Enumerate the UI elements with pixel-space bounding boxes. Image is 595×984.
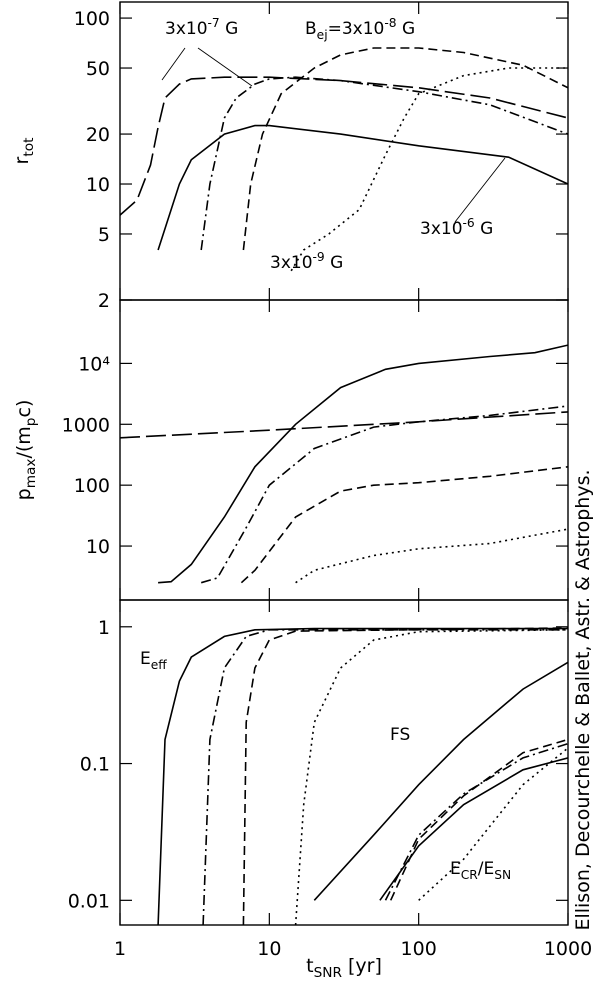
annotation-arrow — [161, 47, 186, 81]
curve — [200, 76, 568, 251]
y-tick-label: 2 — [98, 290, 110, 312]
text-part: /E — [478, 859, 494, 879]
annotation: Bej=3x10-8 G — [305, 16, 415, 42]
curve — [242, 627, 568, 925]
curve — [294, 629, 568, 925]
y-tick-label: 0.01 — [68, 890, 110, 912]
curve — [389, 738, 568, 901]
y-tick-label: 1000 — [62, 414, 110, 436]
curve — [157, 627, 568, 925]
text-part: /(m — [13, 426, 35, 458]
curve — [384, 742, 568, 901]
y-tick-label: 10⁴ — [78, 353, 110, 375]
plot-frame — [119, 299, 569, 601]
subscript: ej — [317, 28, 328, 42]
annotation-arrow — [454, 157, 506, 223]
x-tick-label: 1000 — [544, 938, 592, 960]
text-part: c) — [13, 400, 35, 418]
plot-frame — [119, 1, 569, 301]
y-tick-label: 100 — [74, 8, 110, 30]
annotation: 3x10-9 G — [270, 250, 343, 273]
text-part: G — [325, 253, 344, 273]
subscript: SN — [494, 868, 511, 882]
y-tick-label: 100 — [74, 475, 110, 497]
curve — [295, 528, 568, 584]
subscript: max — [23, 459, 39, 489]
y-tick-label: 20 — [86, 124, 110, 146]
credit: Ellison, Decourchelle & Ballet, Astr. & … — [572, 469, 594, 930]
curve — [157, 124, 568, 251]
curve — [200, 405, 568, 584]
x-tick-label: 1 — [114, 938, 126, 960]
text-part: r — [11, 156, 33, 164]
subscript: CR — [461, 868, 479, 882]
annotation: ECR/ESN — [450, 859, 511, 882]
annotation-arrow — [197, 47, 253, 87]
annotation: Eeff — [140, 649, 167, 672]
text-part: 3x10 — [270, 253, 313, 273]
annotation: 3x10-6 G — [420, 216, 493, 239]
x-tick-label: 100 — [401, 938, 437, 960]
annotation: 3x10-7 G — [165, 16, 238, 39]
text-part: E — [140, 649, 151, 669]
subscript: eff — [151, 658, 168, 672]
y-axis-label: rtot — [11, 137, 37, 165]
superscript: -9 — [313, 250, 325, 264]
superscript: -6 — [463, 216, 475, 230]
curve — [242, 47, 568, 251]
text-part: 3x10 — [165, 19, 208, 39]
subscript: tot — [21, 137, 37, 157]
y-axis-label: pmax/(mpc) — [13, 400, 39, 501]
text-part: B — [305, 19, 317, 39]
text-part: G — [397, 19, 416, 39]
text-part: p — [13, 488, 35, 500]
y-tick-label: 50 — [86, 58, 110, 80]
plot-frame — [119, 599, 569, 926]
y-tick-label: 10 — [86, 536, 110, 558]
curve — [120, 76, 568, 216]
text-part: [yr] — [342, 955, 382, 977]
y-tick-label: 0.1 — [80, 754, 110, 776]
subscript: SNR — [314, 965, 343, 981]
text-part: E — [450, 859, 461, 879]
text-part: t — [306, 955, 313, 977]
curve — [379, 757, 568, 901]
x-axis-label: tSNR [yr] — [306, 955, 382, 981]
text-part: 3x10 — [420, 219, 463, 239]
y-tick-label: 5 — [98, 224, 110, 246]
superscript: -7 — [208, 16, 220, 30]
curve — [418, 747, 568, 901]
y-tick-label: 1 — [98, 617, 110, 639]
curve — [158, 344, 568, 584]
curve — [120, 411, 568, 439]
text-part: G — [475, 219, 494, 239]
superscript: -8 — [384, 16, 396, 30]
curve — [202, 629, 568, 925]
curve — [290, 67, 568, 272]
text-part: FS — [390, 725, 410, 745]
text-part: =3x10 — [328, 19, 385, 39]
x-tick-label: 10 — [257, 938, 281, 960]
text-part: G — [220, 19, 239, 39]
annotation: FS — [390, 725, 410, 745]
curve — [313, 661, 568, 901]
curve — [240, 466, 568, 584]
subscript: p — [23, 417, 39, 426]
y-tick-label: 10 — [86, 174, 110, 196]
